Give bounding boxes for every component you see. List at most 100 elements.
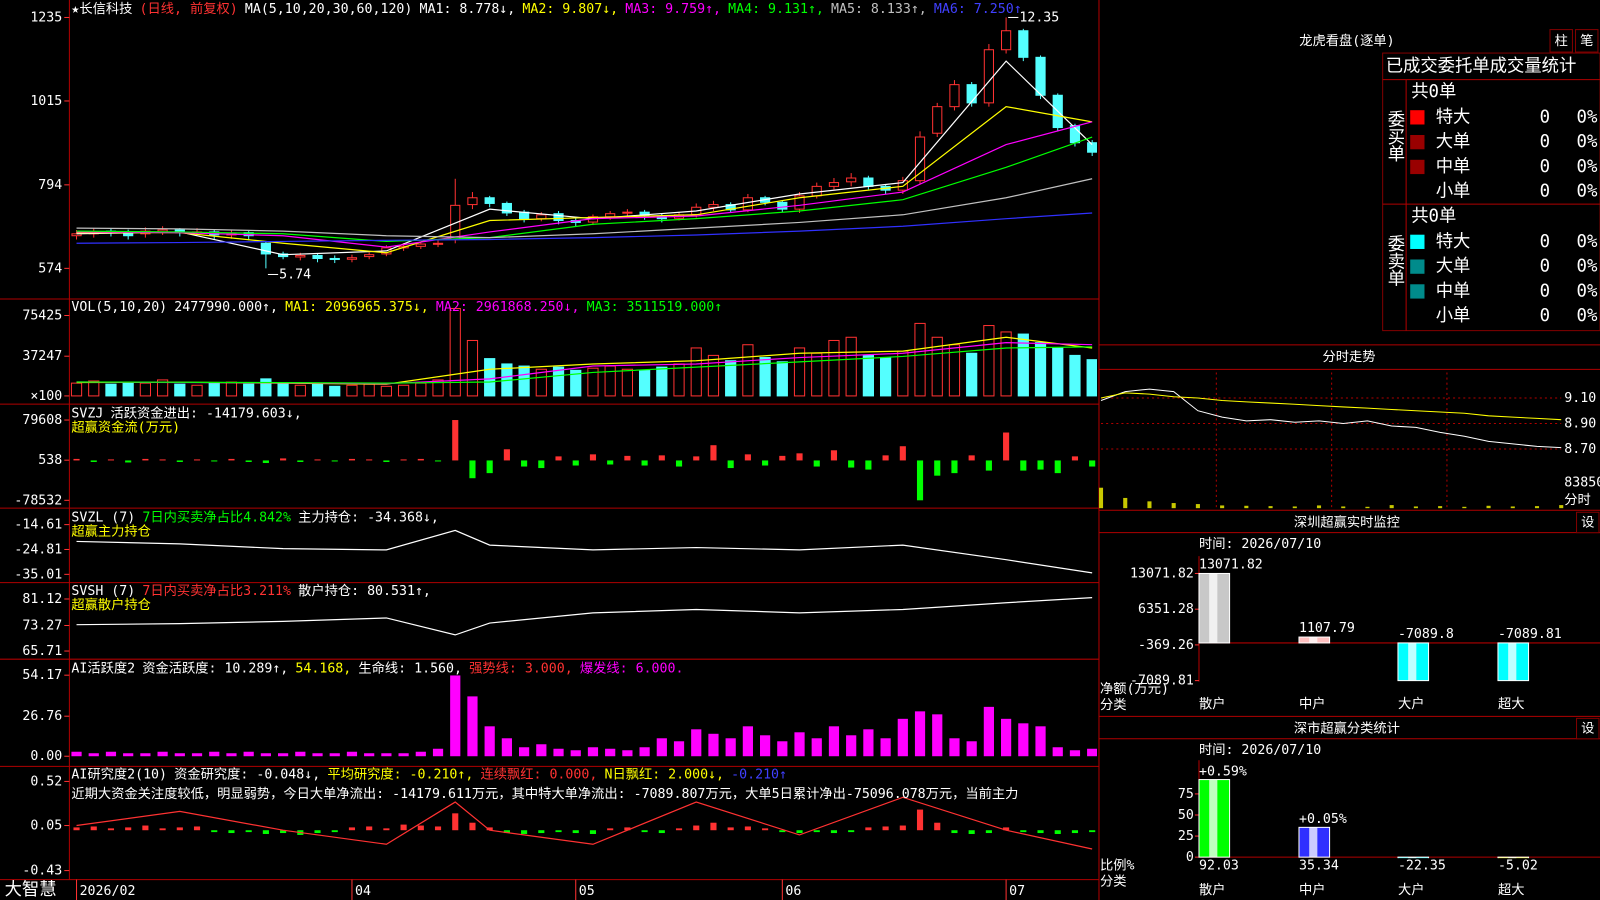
activity-bar (673, 741, 685, 757)
volume-bar (1086, 359, 1097, 397)
intraday-volume (1559, 505, 1564, 509)
candle-body (432, 242, 444, 245)
flow-bar (779, 830, 786, 833)
y-tick-label: 37247 (22, 349, 62, 364)
y-tick-label: -35.01 (14, 567, 62, 582)
panel-header: 超赢散户持仓 (71, 596, 151, 613)
flow-bar (125, 460, 132, 463)
flow-bar (1054, 460, 1061, 474)
flow-bar (486, 827, 493, 831)
intraday-volume (1292, 506, 1297, 509)
intraday-volume (1171, 503, 1176, 509)
value-label: 92.03 (1199, 858, 1239, 873)
flow-bar (245, 460, 252, 462)
candle-body (312, 254, 323, 259)
indicator-line (76, 346, 1093, 384)
activity-bar (1052, 747, 1063, 757)
button-label[interactable]: 柱 (1555, 33, 1568, 49)
candle-body (484, 197, 495, 204)
header-item: 7日内买卖净占比3.211% (142, 583, 291, 599)
flow-bar (452, 813, 459, 831)
flow-bar (331, 830, 338, 833)
candle-body (467, 197, 478, 206)
flow-bar (297, 460, 304, 462)
y-tick-label: ×100 (30, 389, 62, 404)
panel-title: 深圳超赢实时监控 (1294, 513, 1400, 530)
flow-bar (607, 460, 614, 465)
flow-bar (882, 826, 889, 831)
volume-bar (105, 383, 117, 397)
flow-bar (848, 460, 855, 468)
flow-bar (641, 830, 648, 833)
row-swatch (1410, 284, 1425, 299)
header-item: SVZJ (71, 406, 103, 421)
y-tick-label: -7089.81 (1130, 674, 1194, 689)
group-label: 委买单 (1384, 110, 1405, 162)
flow-bar (228, 458, 235, 461)
intraday-volume (1389, 505, 1394, 509)
y-tick-label: 50 (1178, 808, 1194, 823)
value-label: -22.35 (1398, 858, 1446, 873)
row-name: 大单 (1436, 132, 1471, 152)
activity-bar (88, 753, 99, 757)
candle-body (914, 136, 926, 182)
button-label[interactable]: 设 (1581, 721, 1594, 737)
category-label: 散户 (1199, 695, 1226, 712)
volume-bar (983, 325, 995, 397)
flow-bar (589, 830, 597, 834)
row-count: 0 (1540, 132, 1550, 152)
activity-bar (157, 751, 168, 757)
header-item: MA(5,10,20,30,60,120) (245, 2, 413, 17)
y-tick-label: 8.70 (1564, 442, 1596, 457)
vol-tick-label: 83850 (1564, 476, 1600, 491)
flow-bar (538, 830, 545, 834)
button[interactable] (1576, 511, 1600, 534)
flow-bar (555, 830, 562, 833)
flow-bar (314, 459, 321, 461)
volume-bar (552, 366, 565, 397)
header-item: 超赢散户持仓 (71, 596, 151, 613)
volume-bar (208, 382, 220, 397)
intraday-volume (1462, 506, 1467, 509)
candle-body (897, 180, 908, 191)
row-percent: 0% (1577, 157, 1598, 177)
bar-highlight (1209, 779, 1218, 858)
button-label[interactable]: 笔 (1580, 33, 1593, 49)
activity-bar (260, 753, 271, 757)
volume-bar (260, 378, 272, 397)
flow-bar (469, 822, 476, 831)
panel-header: SVZL (7) 7日内买卖净占比4.842% 主力持仓: -34.368↓, (71, 509, 438, 525)
date-label: 04 (355, 884, 371, 899)
y-tick-label: 0.05 (30, 819, 62, 834)
button-label[interactable]: 设 (1581, 514, 1594, 530)
flow-bar (916, 460, 924, 501)
flow-bar (176, 460, 183, 462)
activity-bar (243, 751, 254, 757)
header-item: 资金活跃度: 10.289↑, (142, 660, 288, 676)
volume-bar (70, 382, 83, 397)
flow-bar (796, 453, 803, 461)
flow-bar (366, 826, 373, 831)
button[interactable] (1575, 29, 1599, 53)
flow-bar (1071, 456, 1079, 461)
row-name: 特大 (1436, 232, 1471, 252)
flow-bar (521, 830, 528, 834)
activity-bar (760, 735, 771, 757)
volume-bar (879, 357, 892, 397)
date-label: 07 (1009, 884, 1025, 899)
button[interactable] (1576, 717, 1600, 740)
button[interactable] (1549, 29, 1573, 53)
flow-bar (865, 460, 872, 470)
row-name: 小单 (1436, 306, 1471, 326)
flow-bar (193, 826, 201, 831)
flow-bar (607, 828, 614, 831)
activity-bar (295, 751, 306, 757)
intraday-line (1100, 392, 1562, 421)
flow-bar (779, 455, 786, 461)
activity-bar (105, 751, 117, 757)
flow-bar (727, 827, 734, 831)
flow-bar (193, 459, 201, 461)
activity-bar (501, 738, 512, 757)
activity-bar (725, 738, 736, 757)
volume-bar (484, 358, 496, 397)
